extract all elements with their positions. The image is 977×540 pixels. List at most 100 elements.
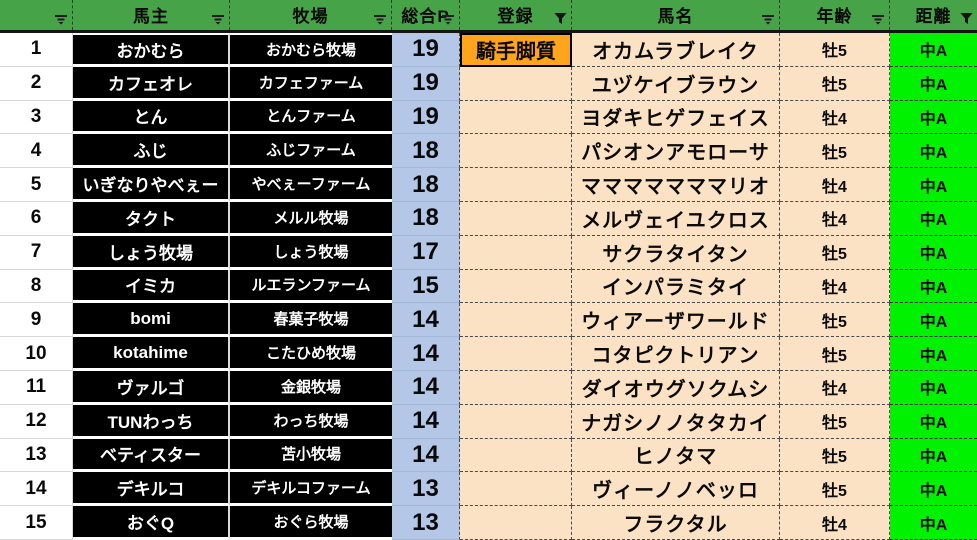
cell-age[interactable]: 牡5 xyxy=(780,438,890,473)
cell-distance[interactable]: 中A xyxy=(890,404,977,439)
cell-points[interactable]: 14 xyxy=(392,337,460,371)
cell-registration[interactable] xyxy=(460,370,572,405)
cell-owner[interactable]: ヴァルゴ xyxy=(73,370,230,405)
cell-points[interactable]: 14 xyxy=(392,404,460,439)
column-header-age[interactable]: 年齢 xyxy=(780,0,890,30)
cell-horse[interactable]: ユヅケイブラウン xyxy=(572,66,780,101)
cell-registration[interactable] xyxy=(460,337,572,371)
cell-horse[interactable]: マママママママリオ xyxy=(572,168,780,202)
cell-registration[interactable] xyxy=(460,66,572,101)
cell-distance[interactable]: 中A xyxy=(890,337,977,371)
cell-farm[interactable]: ルエランファーム xyxy=(230,269,392,304)
row-number[interactable]: 4 xyxy=(0,134,73,169)
cell-owner[interactable]: おかむら xyxy=(73,33,230,67)
cell-horse[interactable]: フラクタル xyxy=(572,506,780,540)
cell-owner[interactable]: kotahime xyxy=(73,337,230,371)
cell-farm[interactable]: カフェファーム xyxy=(230,66,392,101)
cell-registration[interactable] xyxy=(460,404,572,439)
cell-horse[interactable]: コタピクトリアン xyxy=(572,337,780,371)
row-number[interactable]: 5 xyxy=(0,168,73,202)
cell-horse[interactable]: ナガシノノタタカイ xyxy=(572,404,780,439)
cell-age[interactable]: 牡4 xyxy=(780,370,890,405)
cell-owner[interactable]: タクト xyxy=(73,201,230,236)
cell-owner[interactable]: デキルコ xyxy=(73,472,230,507)
cell-registration[interactable] xyxy=(460,506,572,540)
filter-dropdown-icon[interactable] xyxy=(54,13,68,25)
cell-horse[interactable]: サクラタイタン xyxy=(572,235,780,270)
row-number[interactable]: 15 xyxy=(0,506,73,540)
filter-dropdown-icon[interactable] xyxy=(441,13,455,25)
column-header-points[interactable]: 総合P xyxy=(392,0,460,30)
cell-age[interactable]: 牡4 xyxy=(780,506,890,540)
cell-points[interactable]: 14 xyxy=(392,303,460,338)
cell-points[interactable]: 14 xyxy=(392,370,460,405)
cell-points[interactable]: 18 xyxy=(392,201,460,236)
cell-points[interactable]: 18 xyxy=(392,168,460,202)
cell-age[interactable]: 牡5 xyxy=(780,235,890,270)
cell-points[interactable]: 19 xyxy=(392,100,460,135)
cell-farm[interactable]: 金銀牧場 xyxy=(230,370,392,405)
cell-age[interactable]: 牡4 xyxy=(780,269,890,304)
cell-registration[interactable]: 騎手脚質 xyxy=(460,33,572,67)
filter-funnel-icon[interactable] xyxy=(960,12,973,25)
cell-horse[interactable]: インパラミタイ xyxy=(572,269,780,304)
cell-distance[interactable]: 中A xyxy=(890,33,977,67)
row-number[interactable]: 9 xyxy=(0,303,73,338)
cell-distance[interactable]: 中A xyxy=(890,472,977,507)
cell-horse[interactable]: メルヴェイユクロス xyxy=(572,201,780,236)
cell-distance[interactable]: 中A xyxy=(890,506,977,540)
cell-owner[interactable]: ベティスター xyxy=(73,438,230,473)
cell-farm[interactable]: とんファーム xyxy=(230,100,392,135)
cell-distance[interactable]: 中A xyxy=(890,235,977,270)
cell-owner[interactable]: しょう牧場 xyxy=(73,235,230,270)
cell-age[interactable]: 牡4 xyxy=(780,100,890,135)
cell-owner[interactable]: いぎなりやべぇー xyxy=(73,168,230,202)
column-header-farm[interactable]: 牧場 xyxy=(230,0,392,30)
cell-horse[interactable]: ヒノタマ xyxy=(572,438,780,473)
cell-points[interactable]: 13 xyxy=(392,472,460,507)
cell-points[interactable]: 18 xyxy=(392,134,460,169)
cell-horse[interactable]: ヨダキヒゲフェイス xyxy=(572,100,780,135)
row-number[interactable]: 6 xyxy=(0,201,73,236)
cell-age[interactable]: 牡5 xyxy=(780,303,890,338)
cell-farm[interactable]: おかむら牧場 xyxy=(230,33,392,67)
row-number[interactable]: 11 xyxy=(0,370,73,405)
cell-age[interactable]: 牡4 xyxy=(780,168,890,202)
row-number[interactable]: 13 xyxy=(0,438,73,473)
cell-registration[interactable] xyxy=(460,134,572,169)
cell-registration[interactable] xyxy=(460,269,572,304)
row-number[interactable]: 10 xyxy=(0,337,73,371)
cell-owner[interactable]: イミカ xyxy=(73,269,230,304)
column-header-blank[interactable] xyxy=(0,0,73,30)
row-number[interactable]: 14 xyxy=(0,472,73,507)
cell-distance[interactable]: 中A xyxy=(890,100,977,135)
cell-farm[interactable]: しょう牧場 xyxy=(230,235,392,270)
cell-points[interactable]: 15 xyxy=(392,269,460,304)
cell-registration[interactable] xyxy=(460,438,572,473)
cell-owner[interactable]: とん xyxy=(73,100,230,135)
cell-farm[interactable]: ふじファーム xyxy=(230,134,392,169)
cell-farm[interactable]: デキルコファーム xyxy=(230,472,392,507)
cell-age[interactable]: 牡5 xyxy=(780,472,890,507)
cell-age[interactable]: 牡5 xyxy=(780,337,890,371)
row-number[interactable]: 2 xyxy=(0,66,73,101)
cell-farm[interactable]: やべぇーファーム xyxy=(230,168,392,202)
cell-distance[interactable]: 中A xyxy=(890,438,977,473)
cell-horse[interactable]: ダイオウグソクムシ xyxy=(572,370,780,405)
cell-points[interactable]: 19 xyxy=(392,33,460,67)
row-number[interactable]: 3 xyxy=(0,100,73,135)
cell-farm[interactable]: 苫小牧場 xyxy=(230,438,392,473)
filter-funnel-icon[interactable] xyxy=(554,12,567,25)
cell-points[interactable]: 19 xyxy=(392,66,460,101)
filter-dropdown-icon[interactable] xyxy=(761,13,775,25)
filter-dropdown-icon[interactable] xyxy=(871,13,885,25)
cell-farm[interactable]: 春菓子牧場 xyxy=(230,303,392,338)
cell-points[interactable]: 17 xyxy=(392,235,460,270)
cell-owner[interactable]: ふじ xyxy=(73,134,230,169)
row-number[interactable]: 8 xyxy=(0,269,73,304)
cell-owner[interactable]: TUNわっち xyxy=(73,404,230,439)
cell-distance[interactable]: 中A xyxy=(890,269,977,304)
row-number[interactable]: 12 xyxy=(0,404,73,439)
cell-owner[interactable]: カフェオレ xyxy=(73,66,230,101)
cell-registration[interactable] xyxy=(460,201,572,236)
